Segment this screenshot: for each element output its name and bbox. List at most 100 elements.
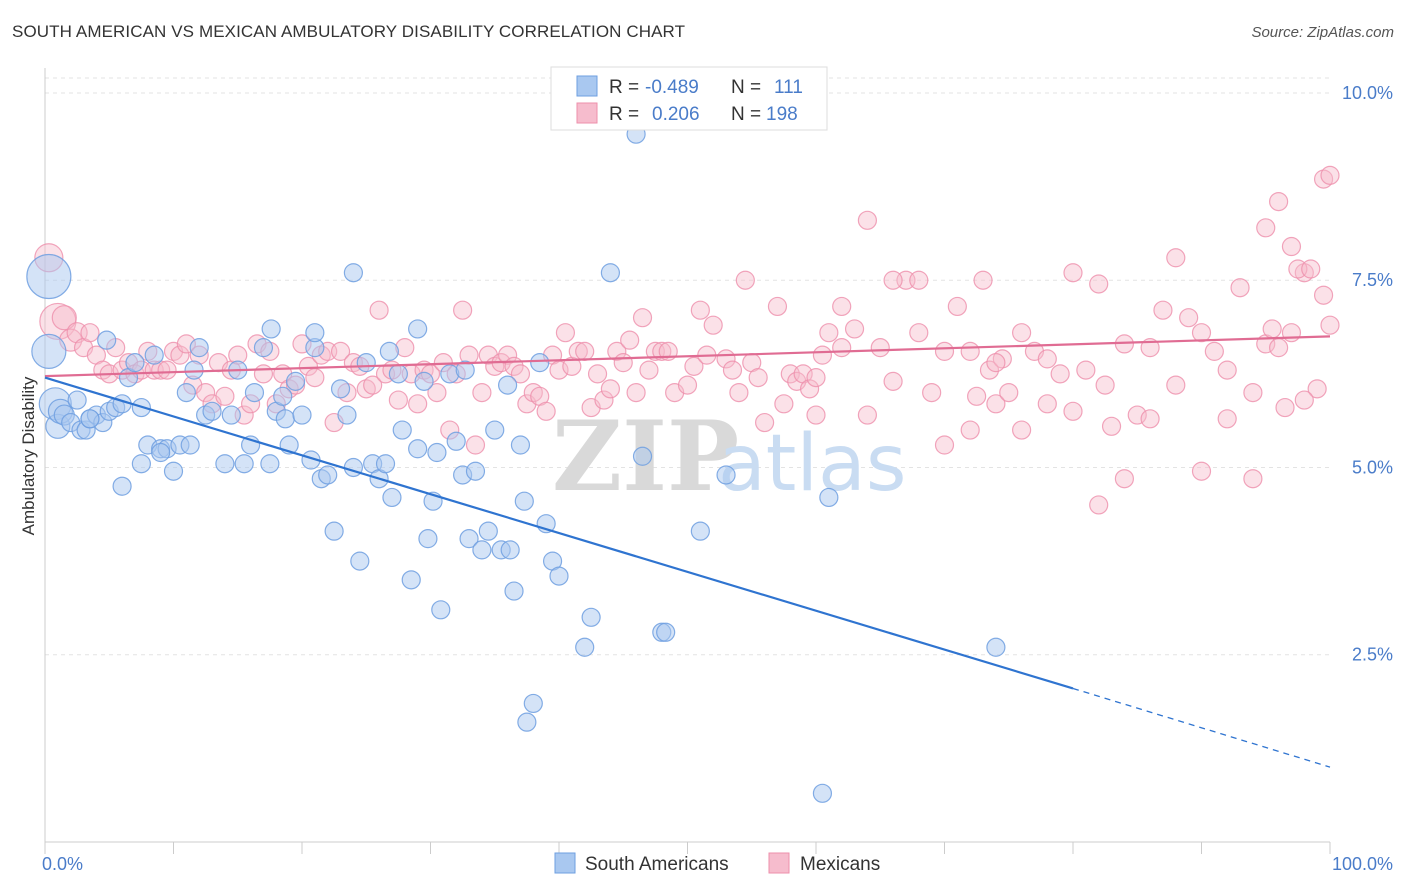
south-americans-point: [382, 487, 402, 508]
mexicans-point: [1204, 341, 1224, 361]
south-americans-point: [176, 382, 196, 403]
mexicans-point: [1301, 259, 1321, 279]
mexicans-trend-line: [44, 335, 1331, 378]
legend-n-label-2: N =: [731, 104, 761, 125]
mexicans-point: [1050, 364, 1070, 384]
mexicans-point: [934, 435, 955, 455]
south-americans-point: [690, 521, 710, 541]
mexicans-point: [684, 356, 704, 376]
legend-r-label-2: R =: [609, 104, 639, 125]
mexicans-point: [1217, 409, 1237, 429]
mexicans-point: [427, 382, 447, 403]
mexicans-point: [1089, 495, 1109, 515]
mexicans-point: [1063, 401, 1083, 421]
mexicans-point: [967, 386, 987, 406]
watermark-atlas: atlas: [718, 419, 907, 509]
mexicans-point: [1281, 236, 1302, 257]
south-americans-point: [234, 454, 254, 474]
south-americans-point: [221, 405, 241, 425]
south-americans-point: [244, 382, 265, 403]
mexicans-point: [922, 382, 942, 403]
mexicans-point: [677, 375, 698, 395]
south-americans-point: [478, 521, 498, 541]
mexicans-point: [620, 330, 640, 350]
mexicans-point: [799, 379, 820, 399]
mexicans-point: [1179, 308, 1199, 328]
mexicans-point: [1140, 409, 1160, 429]
south-americans-point: [285, 371, 306, 391]
mexicans-point: [819, 323, 839, 343]
axes: [44, 68, 1331, 854]
south-americans-point: [392, 420, 412, 440]
legend-r-label-1: R =: [609, 77, 639, 98]
south-americans-point: [517, 712, 537, 732]
south-americans-point: [180, 435, 200, 455]
south-americans-point: [632, 446, 653, 466]
mexicans-point: [575, 341, 595, 361]
south-americans-point: [144, 345, 164, 365]
south-americans-point: [97, 330, 117, 350]
south-americans-point: [31, 333, 67, 369]
south-americans-point: [375, 454, 396, 474]
mexicans-point: [973, 270, 993, 290]
south-americans-point: [330, 379, 351, 399]
south-americans-point: [80, 409, 100, 429]
mexicans-point: [1320, 315, 1340, 335]
mexicans-point: [857, 210, 878, 230]
mexicans-point: [690, 300, 710, 320]
mexicans-point: [51, 305, 77, 331]
south-americans-point: [337, 405, 357, 425]
south-americans-point: [189, 338, 209, 358]
south-americans-point: [151, 442, 171, 463]
south-americans-point: [455, 360, 475, 380]
south-americans-point: [388, 364, 408, 384]
mexicans-point: [170, 345, 190, 365]
mexicans-point: [626, 382, 646, 403]
south-americans-point: [600, 263, 621, 283]
south-americans-point: [261, 319, 281, 339]
south-americans-point: [401, 570, 421, 590]
legend: R = -0.489 N = 111 R = 0.206 N = 198: [550, 66, 828, 131]
south-americans-trend-line: [44, 376, 1074, 690]
south-americans-point: [459, 529, 479, 549]
mexicans-point: [960, 341, 980, 361]
y-tick-labels: 2.5% 5.0% 7.5% 10.0%: [1342, 83, 1393, 665]
south-americans-point: [260, 454, 280, 474]
mexicans-point: [363, 375, 383, 395]
bottom-legend-label-mexicans: Mexicans: [800, 854, 880, 875]
mexicans-point: [806, 405, 826, 425]
mexicans-point: [1166, 375, 1186, 395]
mexicans-point: [883, 270, 903, 290]
mexicans-point: [979, 360, 1000, 380]
mexicans-point: [607, 341, 627, 361]
mexicans-point: [947, 296, 967, 317]
legend-swatch-blue: [576, 75, 598, 97]
mexicans-point: [1313, 285, 1334, 305]
south-americans-point: [273, 386, 293, 406]
mexicans-point: [1256, 218, 1276, 238]
mexicans-point: [1114, 469, 1135, 489]
y-tick-label: 10.0%: [1342, 83, 1393, 103]
legend-r-value-2: 0.206: [652, 104, 700, 125]
mexicans-point: [1153, 300, 1173, 320]
mexicans-point: [832, 296, 852, 317]
south-americans-point: [716, 465, 736, 485]
south-americans-point: [446, 431, 466, 451]
south-americans-point: [581, 607, 601, 627]
mexicans-point: [1191, 323, 1212, 343]
mexicans-point: [408, 394, 428, 414]
mexicans-point: [999, 382, 1019, 403]
mexicans-point: [613, 353, 633, 373]
mexicans-point: [1037, 394, 1057, 414]
mexicans-point: [369, 300, 389, 320]
mexicans-point: [870, 338, 890, 358]
south-americans-point: [292, 405, 312, 425]
south-americans-point: [408, 319, 428, 339]
south-americans-point: [184, 360, 204, 380]
south-americans-point: [324, 521, 344, 541]
mexicans-point: [1243, 469, 1263, 489]
south-americans-point: [125, 353, 145, 373]
mexicans-point: [305, 368, 325, 388]
south-americans-point: [131, 454, 151, 474]
